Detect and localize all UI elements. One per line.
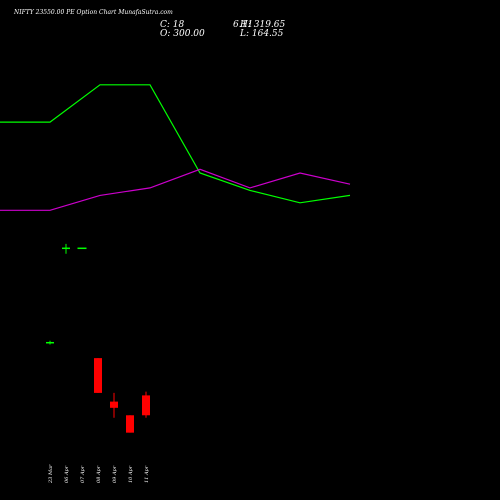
x-tick-label: 11 Apr <box>144 465 150 483</box>
candle-body <box>126 415 134 433</box>
indicator-line-1 <box>0 168 351 211</box>
indicator-line-0 <box>0 84 351 204</box>
candle-body <box>94 358 102 393</box>
x-tick-label: 07 Apr <box>80 465 86 483</box>
candle-body <box>142 395 150 416</box>
x-tick-label: 10 Apr <box>128 465 134 483</box>
close-value: C: 18 <box>160 20 185 30</box>
x-tick-label: 09 Apr <box>112 465 118 483</box>
change-value: 6.11 <box>233 20 254 30</box>
candle-body <box>110 401 118 408</box>
candle-body <box>77 247 87 250</box>
chart-title: NIFTY 23550.00 PE Option Chart MunafaSut… <box>14 9 173 16</box>
x-tick-label: 23 Mar <box>48 464 54 484</box>
open-value: O: 300.00 <box>160 29 205 39</box>
high-value: H: 319.65 <box>240 20 286 30</box>
candle-body <box>46 341 54 344</box>
low-value: L: 164.55 <box>240 29 284 39</box>
candle-body <box>62 247 70 250</box>
x-tick-label: 08 Apr <box>96 465 102 483</box>
x-tick-label: 06 Apr <box>64 465 70 483</box>
